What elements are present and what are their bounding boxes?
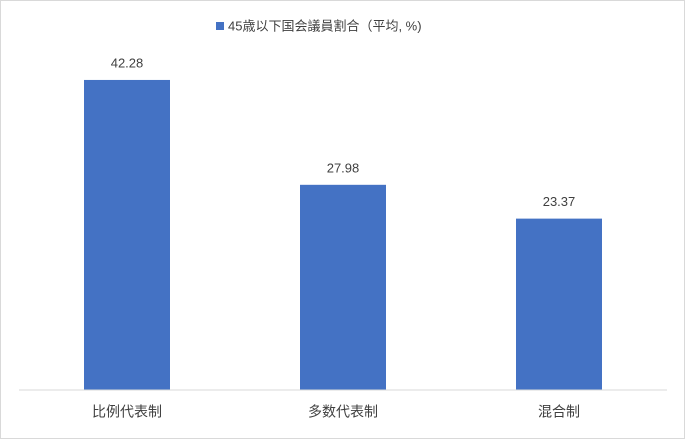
legend-swatch [216,22,224,30]
bar [516,218,602,390]
x-tick-label: 多数代表制 [308,404,378,420]
data-label: 42.28 [111,55,144,70]
data-label: 27.98 [327,160,360,175]
x-tick-label: 混合制 [538,404,580,420]
bar [300,184,386,390]
x-tick-label: 比例代表制 [92,404,162,420]
legend-label: 45歳以下国会議員割合（平均, %) [228,18,422,33]
bar [84,79,170,391]
data-label: 23.37 [543,194,576,209]
